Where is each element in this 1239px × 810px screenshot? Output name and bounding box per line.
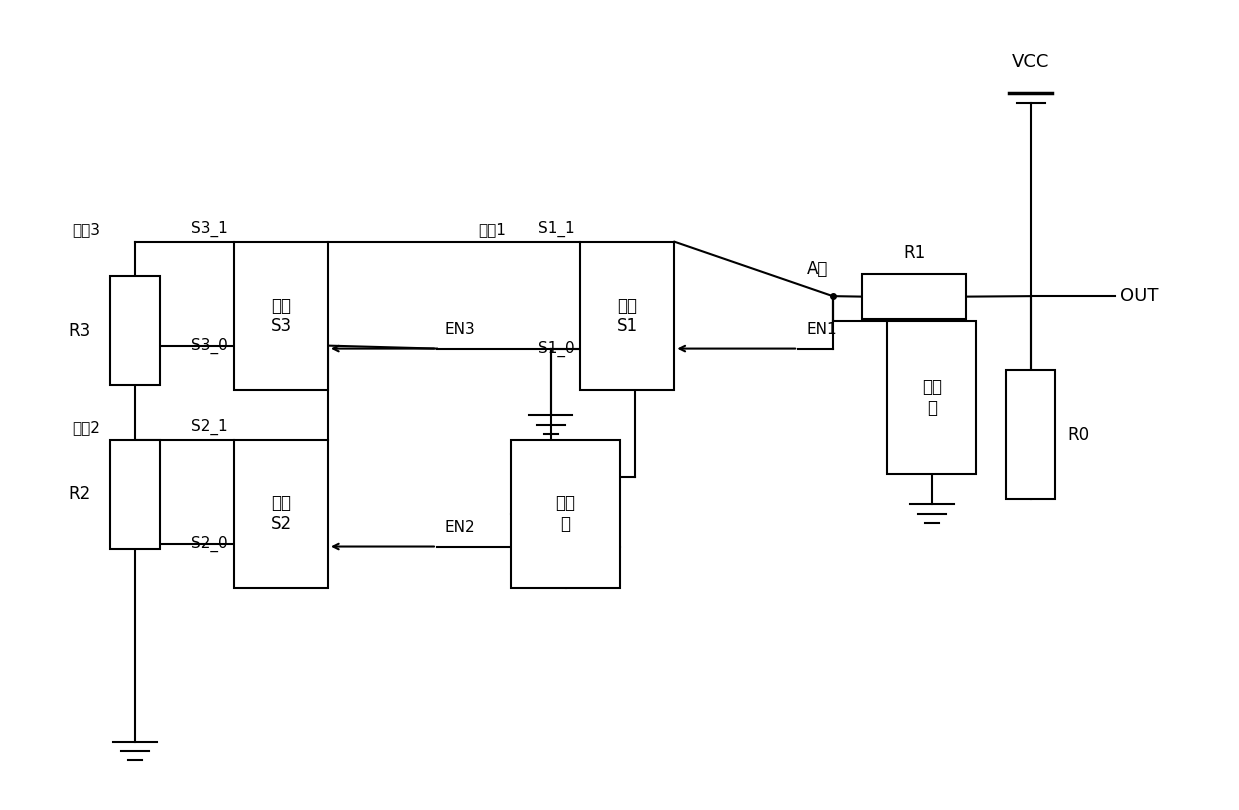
Text: EN3: EN3 [445, 322, 476, 337]
Bar [1006, 370, 1056, 499]
Bar [512, 440, 620, 588]
Text: R0: R0 [1067, 426, 1089, 444]
Text: S3_0: S3_0 [191, 338, 228, 354]
Text: 状态3: 状态3 [72, 222, 100, 237]
Bar [234, 241, 328, 390]
Text: OUT: OUT [1120, 287, 1158, 305]
Bar [887, 321, 976, 475]
Text: S2_0: S2_0 [192, 535, 228, 552]
Bar [110, 440, 160, 548]
Text: 开关
S2: 开关 S2 [270, 494, 291, 533]
Text: 控制
器: 控制 器 [555, 494, 576, 533]
Text: R1: R1 [903, 245, 926, 262]
Text: S1_0: S1_0 [538, 340, 575, 356]
Text: 稳压
管: 稳压 管 [922, 378, 942, 417]
Text: 状态1: 状态1 [478, 222, 507, 237]
Text: R2: R2 [68, 485, 90, 503]
Text: S1_1: S1_1 [538, 220, 575, 237]
Text: VCC: VCC [1012, 53, 1049, 71]
Bar [234, 440, 328, 588]
Bar [580, 241, 674, 390]
Text: 开关
S1: 开关 S1 [617, 296, 638, 335]
Bar [110, 276, 160, 386]
Text: S2_1: S2_1 [192, 419, 228, 435]
Text: EN1: EN1 [807, 322, 836, 337]
Bar [862, 275, 966, 319]
Text: 开关
S3: 开关 S3 [270, 296, 291, 335]
Text: S3_1: S3_1 [191, 220, 228, 237]
Text: R3: R3 [68, 322, 90, 339]
Text: 状态2: 状态2 [73, 420, 100, 435]
Text: EN2: EN2 [445, 520, 476, 535]
Text: A点: A点 [807, 260, 828, 279]
